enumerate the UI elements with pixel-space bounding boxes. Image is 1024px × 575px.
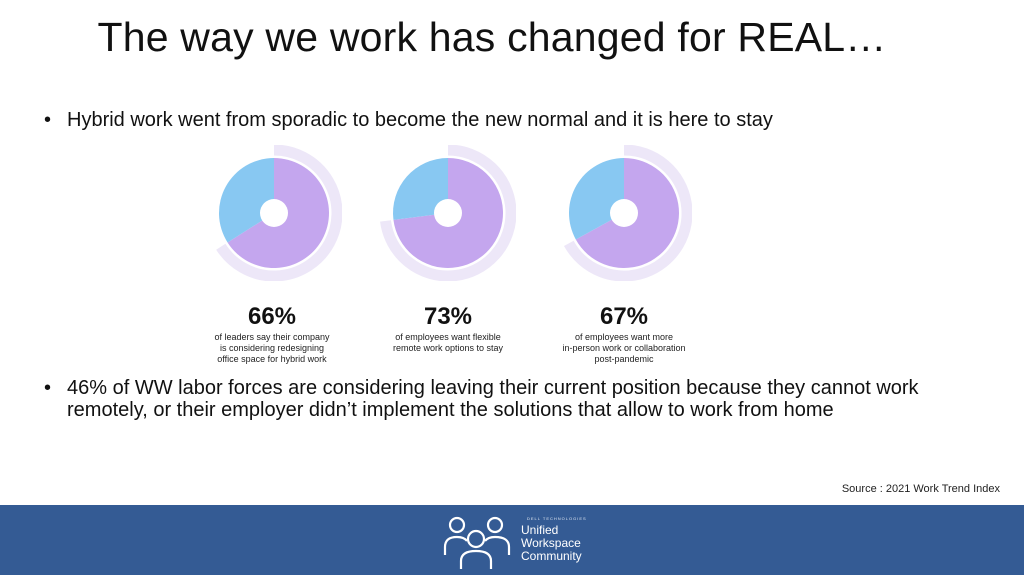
donut-slice-minority (393, 158, 448, 220)
bullet-text: Hybrid work went from sporadic to become… (67, 109, 773, 131)
stat-description-line: of leaders say their company (214, 332, 330, 342)
donut-chart-remote (380, 144, 517, 282)
donut-halo-arc (380, 144, 517, 282)
logo-line: Workspace (521, 536, 581, 550)
bullet-dot: • (44, 109, 52, 131)
donut-svg (563, 144, 693, 282)
stat-remote: 73% of employees want flexible remote wo… (363, 303, 533, 354)
donut-chart-in-person (556, 144, 693, 282)
donut-halo-arc (563, 144, 693, 282)
logo-line: Community (521, 549, 582, 563)
donut-hole (260, 199, 288, 227)
source-note: Source : 2021 Work Trend Index (841, 483, 1000, 495)
donut-svg (380, 144, 517, 282)
donut-halo-arc (216, 144, 343, 282)
bullet-dot: • (44, 377, 52, 399)
logo-wordmark: Unified Workspace Community (521, 524, 582, 563)
stat-description: of employees want flexible remote work o… (363, 332, 533, 354)
donut-slice-minority (219, 158, 274, 243)
donut-slice-minority (569, 158, 624, 240)
footer-bar: DELL TECHNOLOGIES Unified Workspace Comm… (0, 505, 1024, 575)
logo-brand-small: DELL TECHNOLOGIES (527, 516, 587, 521)
stat-description-line: is considering redesigning (219, 343, 325, 353)
bullet-text: 46% of WW labor forces are considering l… (67, 377, 919, 421)
stat-description-line: of employees want more (574, 332, 674, 342)
stat-description-line: in-person work or collaboration (562, 343, 686, 353)
community-people-icon (443, 516, 511, 569)
stat-percent: 66% (247, 303, 297, 330)
donut-hole (434, 199, 462, 227)
stat-leaders: 66% of leaders say their company is cons… (187, 303, 357, 365)
stat-description-line: post-pandemic (594, 354, 654, 364)
donut-chart-leaders (206, 144, 343, 282)
donut-svg (216, 144, 343, 282)
stat-description: of leaders say their company is consider… (187, 332, 357, 365)
slide-title: The way we work has changed for REAL… (97, 14, 887, 60)
stat-description-line: office space for hybrid work (217, 354, 327, 364)
stat-percent: 73% (423, 303, 473, 330)
stat-description-line: of employees want flexible (395, 332, 501, 342)
stat-in-person: 67% of employees want more in-person wor… (539, 303, 709, 365)
stat-description-line: remote work options to stay (392, 343, 504, 353)
logo-line: Unified (521, 523, 559, 537)
donut-hole (610, 199, 638, 227)
stat-description: of employees want more in-person work or… (539, 332, 709, 365)
stat-percent: 67% (599, 303, 649, 330)
